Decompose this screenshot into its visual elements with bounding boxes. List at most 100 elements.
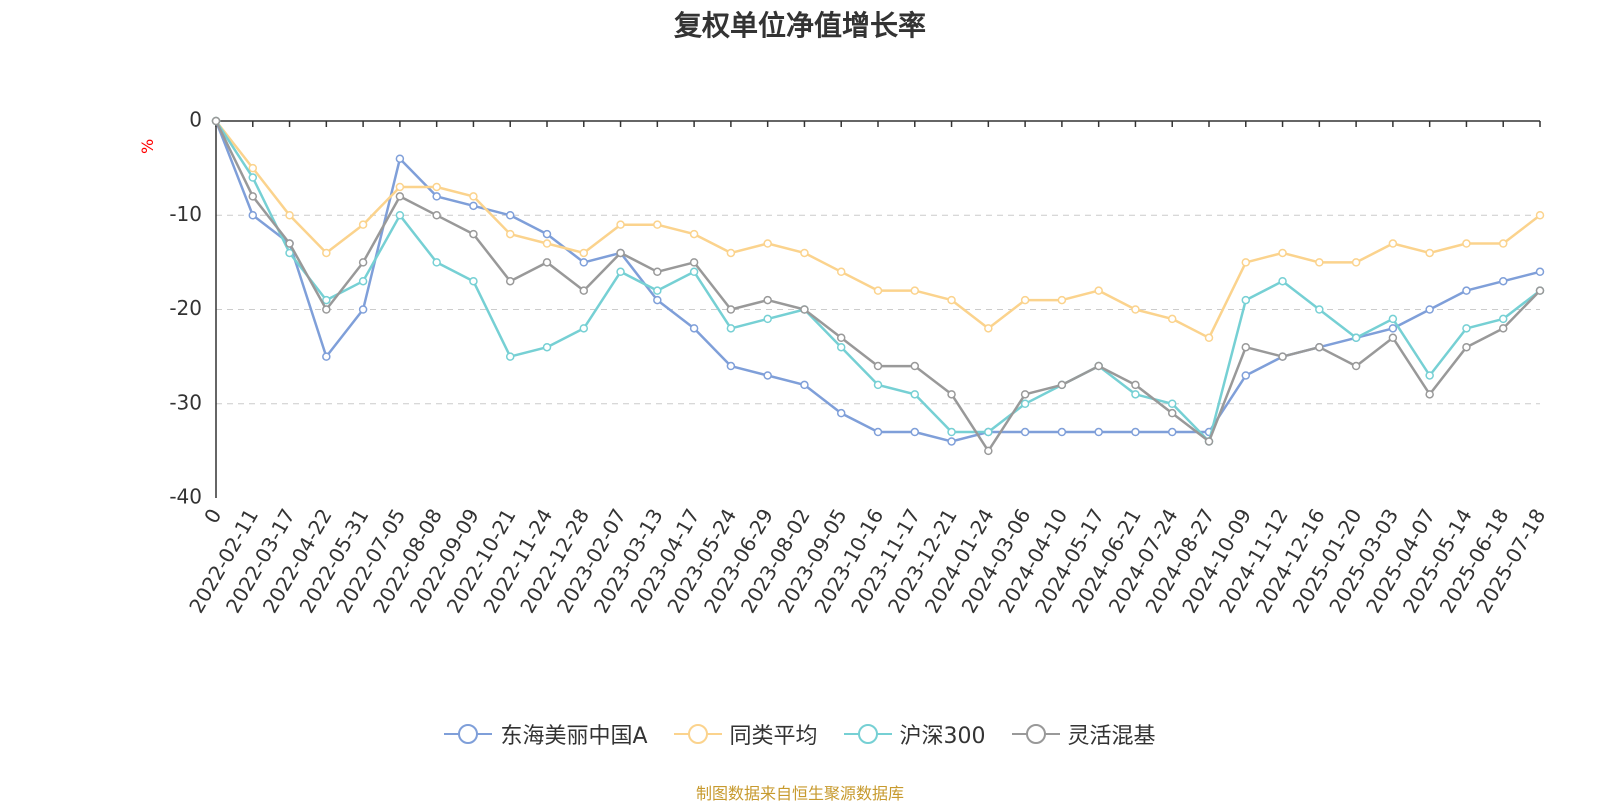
data-point xyxy=(1315,258,1324,267)
data-point xyxy=(1167,314,1177,324)
data-point xyxy=(542,258,552,267)
data-point xyxy=(469,229,478,239)
data-point xyxy=(1278,276,1287,286)
data-point xyxy=(1094,361,1103,371)
data-point xyxy=(1425,390,1434,399)
data-point xyxy=(1131,305,1140,314)
data-point xyxy=(1351,333,1361,343)
data-point xyxy=(984,324,993,333)
data-point xyxy=(542,342,552,352)
data-point xyxy=(726,324,736,333)
data-point xyxy=(1094,286,1103,295)
series-layer xyxy=(211,116,1545,456)
data-point xyxy=(800,305,809,314)
data-point xyxy=(248,211,258,220)
data-point xyxy=(358,305,368,314)
data-point xyxy=(726,305,736,314)
legend-item[interactable]: 灵活混基 xyxy=(1011,718,1156,750)
data-point xyxy=(542,239,552,248)
data-point xyxy=(395,182,405,192)
legend-swatch-icon xyxy=(444,724,493,744)
data-point xyxy=(763,239,772,248)
data-point xyxy=(358,220,368,229)
data-point xyxy=(1498,276,1508,286)
data-point xyxy=(285,211,294,220)
data-point xyxy=(873,427,883,437)
data-point xyxy=(432,182,441,192)
data-point xyxy=(1388,324,1398,333)
legend-item[interactable]: 东海美丽中国A xyxy=(444,718,648,750)
data-point xyxy=(469,276,478,286)
data-point xyxy=(1535,267,1545,277)
y-tick-label: 0 xyxy=(189,108,202,132)
data-point xyxy=(1057,427,1067,437)
data-point xyxy=(984,427,993,437)
data-point xyxy=(248,163,258,173)
data-point xyxy=(836,267,846,277)
data-point xyxy=(211,116,221,126)
legend-item[interactable]: 同类平均 xyxy=(673,718,818,750)
data-point xyxy=(1425,248,1434,258)
data-point xyxy=(1131,390,1140,399)
data-point xyxy=(763,314,772,324)
data-point xyxy=(1204,333,1214,343)
y-tick-label: -20 xyxy=(169,296,202,320)
data-point xyxy=(579,248,589,258)
data-point xyxy=(1241,258,1251,267)
data-point xyxy=(1131,427,1140,437)
data-point xyxy=(358,276,368,286)
series-line xyxy=(214,120,1541,443)
data-point xyxy=(836,408,846,418)
legend-label: 灵活混基 xyxy=(1067,724,1156,749)
data-point xyxy=(1425,371,1434,380)
data-point xyxy=(653,220,662,229)
legend-swatch-icon xyxy=(673,724,722,744)
x-tick-label: 0 xyxy=(199,505,226,528)
data-point xyxy=(910,361,920,371)
data-point xyxy=(1057,295,1067,305)
legend-swatch-icon xyxy=(843,724,892,744)
data-point xyxy=(1462,324,1471,333)
data-point xyxy=(358,258,368,267)
data-point xyxy=(579,258,589,267)
data-point xyxy=(836,333,846,343)
data-point xyxy=(616,220,625,229)
chart-title: 复权单位净值增长率 xyxy=(673,9,926,42)
data-point xyxy=(505,229,515,239)
data-point xyxy=(505,211,515,220)
data-point xyxy=(432,192,441,201)
data-point xyxy=(1535,286,1545,295)
y-tick-label: -30 xyxy=(169,390,202,414)
data-point xyxy=(1462,342,1471,352)
legend-item[interactable]: 沪深300 xyxy=(843,718,986,750)
data-point xyxy=(689,267,699,277)
data-point xyxy=(910,286,920,295)
data-point xyxy=(1020,399,1030,408)
legend-swatch-icon xyxy=(1011,724,1060,744)
data-point xyxy=(1241,295,1251,305)
data-point xyxy=(800,380,809,390)
data-point xyxy=(1315,342,1324,352)
data-point xyxy=(873,286,883,295)
data-point xyxy=(800,248,809,258)
data-point xyxy=(505,276,515,286)
data-point xyxy=(285,248,294,258)
line-chart: 0-10-20-30-4002022-02-112022-03-172022-0… xyxy=(169,108,1550,618)
data-point xyxy=(689,324,699,333)
data-point xyxy=(248,173,258,182)
data-point xyxy=(285,239,294,248)
data-point xyxy=(763,295,772,305)
data-point xyxy=(1167,399,1177,408)
data-point xyxy=(947,390,956,399)
y-tick-label: -40 xyxy=(169,485,202,509)
series-line xyxy=(215,120,1541,340)
data-point xyxy=(579,286,589,295)
data-point xyxy=(322,352,331,361)
data-point xyxy=(947,295,956,305)
data-point xyxy=(322,295,331,305)
data-point xyxy=(1425,305,1434,314)
data-point xyxy=(248,192,258,201)
data-point xyxy=(947,427,956,437)
data-point xyxy=(1315,305,1324,314)
data-point xyxy=(1020,390,1030,399)
